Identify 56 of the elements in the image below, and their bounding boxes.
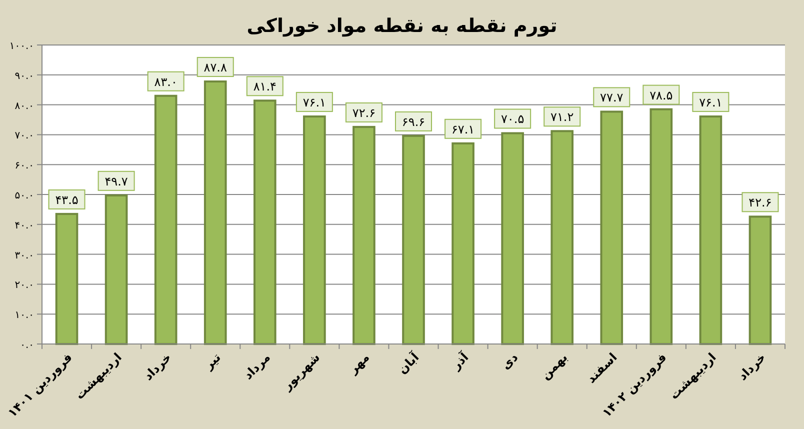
x-tick-label: تیر bbox=[200, 350, 224, 373]
data-label: ۷۸.۵ bbox=[650, 88, 673, 102]
y-tick-label: ۰.۰ bbox=[20, 340, 34, 351]
x-tick-label: بهمن bbox=[538, 350, 570, 382]
data-label: ۸۷.۸ bbox=[204, 60, 228, 74]
bar bbox=[303, 115, 326, 345]
bar bbox=[699, 115, 722, 345]
y-tick-label: ۱۰۰.۰ bbox=[9, 41, 34, 52]
data-label: ۴۹.۷ bbox=[104, 174, 128, 188]
bar bbox=[748, 216, 772, 345]
y-tick-label: ۹۰.۰ bbox=[14, 70, 34, 82]
bar bbox=[254, 100, 276, 345]
x-tick-label: اردیبهشت bbox=[666, 350, 719, 402]
x-tick-label: خرداد bbox=[735, 350, 768, 384]
x-tick-label: فروردین ۱۴۰۱ bbox=[5, 350, 75, 420]
data-label: ۷۱.۲ bbox=[550, 110, 574, 124]
x-tick-label: دی bbox=[498, 350, 521, 372]
x-tick-label: آذر bbox=[448, 348, 472, 373]
data-label: ۷۶.۱ bbox=[302, 95, 326, 110]
y-tick-label: ۶۰.۰ bbox=[14, 160, 34, 172]
x-tick-label: آبان bbox=[394, 348, 422, 377]
data-label: ۷۶.۱ bbox=[699, 95, 722, 110]
data-label: ۸۳.۰ bbox=[154, 74, 178, 89]
y-tick-label: ۷۰.۰ bbox=[14, 130, 34, 142]
x-tick-label: خرداد bbox=[141, 350, 174, 384]
bar bbox=[650, 108, 673, 345]
x-tick-label: اردیبهشت bbox=[72, 350, 124, 402]
x-tick-label: شهریور bbox=[279, 350, 323, 394]
bar bbox=[104, 194, 128, 345]
y-tick-label: ۲۰.۰ bbox=[14, 280, 34, 292]
data-label: ۸۱.۴ bbox=[253, 80, 276, 94]
bar bbox=[452, 142, 474, 345]
y-tick-label: ۵۰.۰ bbox=[14, 190, 34, 202]
data-label: ۷۰.۵ bbox=[500, 112, 524, 126]
data-label: ۶۹.۶ bbox=[402, 114, 426, 129]
bar bbox=[55, 212, 78, 345]
data-label: ۴۳.۵ bbox=[55, 192, 78, 207]
data-label: ۷۲.۶ bbox=[352, 106, 376, 120]
x-tick-label: مرداد bbox=[240, 350, 274, 382]
bar bbox=[600, 110, 624, 345]
bar bbox=[204, 80, 227, 345]
bar bbox=[402, 134, 425, 345]
bar bbox=[501, 132, 524, 345]
bar bbox=[550, 130, 574, 345]
y-tick-label: ۸۰.۰ bbox=[14, 100, 34, 112]
y-tick-label: ۴۰.۰ bbox=[14, 220, 34, 232]
y-tick-label: ۱۰.۰ bbox=[14, 310, 34, 322]
x-tick-label: مهر bbox=[345, 350, 372, 377]
data-label: ۶۷.۱ bbox=[451, 122, 475, 136]
x-tick-label: اسفند bbox=[584, 350, 620, 386]
chart-title: تورم نقطه به نقطه مواد خوراکی bbox=[246, 15, 558, 37]
data-label: ۷۷.۷ bbox=[600, 90, 624, 105]
bar bbox=[154, 94, 178, 345]
data-label: ۴۲.۶ bbox=[748, 196, 772, 210]
bar bbox=[352, 126, 376, 345]
y-tick-label: ۳۰.۰ bbox=[14, 250, 34, 262]
